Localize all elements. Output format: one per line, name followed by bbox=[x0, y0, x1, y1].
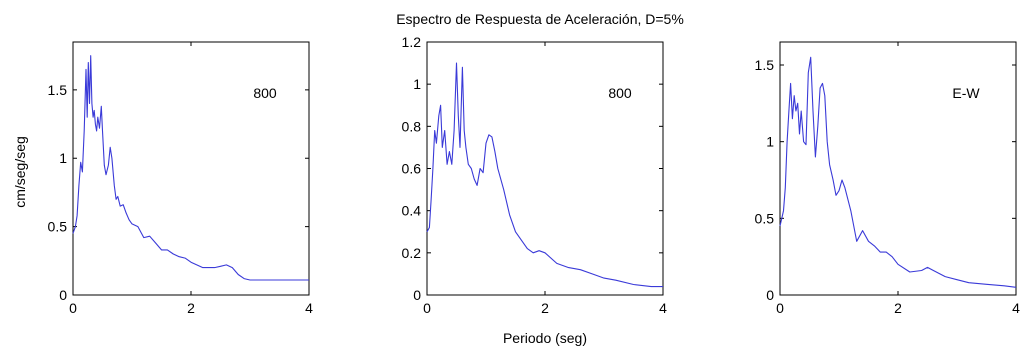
y-tick-label: 1.5 bbox=[48, 82, 68, 98]
y-tick-label: 0.8 bbox=[402, 118, 422, 134]
x-tick-label: 4 bbox=[305, 300, 313, 316]
y-tick-label: 1.5 bbox=[755, 57, 775, 73]
x-tick-label: 4 bbox=[659, 300, 667, 316]
plot-frame bbox=[72, 41, 310, 296]
panel-annotation: 800 bbox=[253, 85, 277, 101]
y-tick-label: 0.2 bbox=[402, 245, 422, 261]
y-tick-label: 1 bbox=[59, 150, 67, 166]
x-tick-label: 0 bbox=[423, 300, 431, 316]
chart-panel-1: 0 2 4 0 0.5 1 1.5 800 bbox=[48, 41, 313, 316]
panel-annotation: E-W bbox=[952, 85, 980, 101]
x-tick-label: 0 bbox=[69, 300, 77, 316]
y-tick-label: 1 bbox=[766, 134, 774, 150]
y-tick-label: 0.5 bbox=[48, 219, 68, 235]
series-line-1 bbox=[426, 62, 663, 288]
chart-panel-3: 0 2 4 0 0.5 1 1.5 E-W bbox=[755, 41, 1020, 316]
y-tick-label: 0.6 bbox=[402, 161, 422, 177]
y-tick-label: 0 bbox=[766, 287, 774, 303]
y-axis-label: cm/seg/seg bbox=[12, 136, 28, 208]
y-tick-label: 1.2 bbox=[402, 34, 422, 50]
y-tick-label: 0.5 bbox=[755, 210, 775, 226]
x-axis-label: Periodo (seg) bbox=[503, 330, 587, 346]
x-tick-label: 2 bbox=[187, 300, 195, 316]
x-tick-label: 4 bbox=[1012, 300, 1020, 316]
chart-panel-2: 0 2 4 0 0.2 0.4 0.6 0.8 1 1.2 800 bbox=[402, 34, 668, 316]
series-line-1 bbox=[72, 55, 309, 281]
x-tick-label: 0 bbox=[776, 300, 784, 316]
x-tick-label: 2 bbox=[541, 300, 549, 316]
y-tick-label: 0 bbox=[59, 287, 67, 303]
figure-title: Espectro de Respuesta de Aceleración, D=… bbox=[396, 11, 684, 27]
series-line-1 bbox=[779, 56, 1017, 288]
panel-annotation: 800 bbox=[608, 85, 632, 101]
y-tick-label: 1 bbox=[413, 76, 421, 92]
y-tick-label: 0.4 bbox=[402, 203, 422, 219]
y-tick-label: 0 bbox=[413, 287, 421, 303]
panels-group: 0 2 4 0 0.5 1 1.5 800 0 2 4 0 0.2 0.4 0.6 0.8 1 1.2 800 0 2 4… bbox=[48, 34, 1021, 316]
x-tick-label: 2 bbox=[894, 300, 902, 316]
plot-frame bbox=[779, 41, 1017, 296]
